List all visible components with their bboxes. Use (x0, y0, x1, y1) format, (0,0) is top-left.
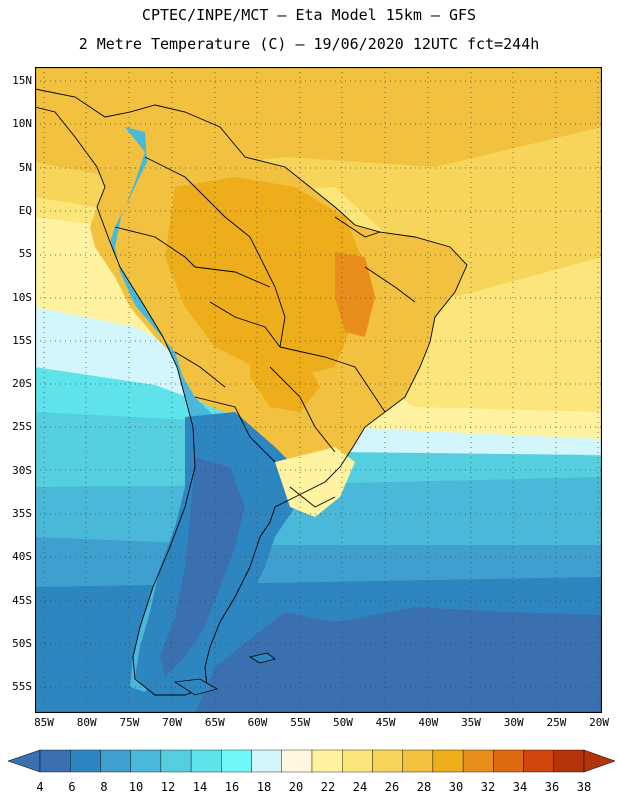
colorbar-swatch (100, 749, 131, 773)
tierra-del-fuego (173, 678, 219, 696)
lon-label: 80W (76, 716, 97, 729)
colorbar-label: 4 (36, 780, 44, 794)
lon-label: 20W (589, 716, 610, 729)
colorbar-swatch (432, 749, 464, 773)
colorbar-swatch (493, 749, 524, 773)
band-deep-south (35, 607, 602, 713)
colorbar-swatch (281, 749, 313, 773)
colorbar-label: 34 (512, 780, 528, 794)
colorbar-label: 6 (68, 780, 76, 794)
title-line-1: CPTEC/INPE/MCT – Eta Model 15km – GFS (141, 6, 477, 24)
colorbar-swatch (311, 749, 343, 773)
colorbar-low-arrow-icon (7, 749, 41, 773)
lon-label: 30W (503, 716, 524, 729)
lat-label: 40S (12, 550, 32, 564)
lon-label: 40W (418, 716, 439, 729)
colorbar-swatch (342, 749, 373, 773)
patagonia-cold-core (160, 457, 245, 677)
lon-label: 55W (290, 716, 311, 729)
colorbar-swatch (251, 749, 282, 773)
lat-label: EQ (18, 203, 32, 217)
lat-label: 35S (12, 507, 32, 520)
colorbar-swatch (221, 749, 252, 773)
lon-label: 85W (34, 716, 54, 729)
colorbar-swatch (130, 749, 162, 773)
colorbar-swatch (39, 749, 71, 773)
colorbar-swatch (160, 749, 192, 773)
colorbar-swatch (190, 749, 222, 773)
lon-label: 45W (375, 716, 396, 729)
colorbar-label: 10 (128, 780, 144, 794)
colorbar-label: 38 (576, 780, 592, 794)
lat-label: 45S (12, 593, 32, 607)
colorbar-label: 14 (192, 780, 208, 794)
colorbar-label: 18 (256, 780, 272, 794)
colorbar-label: 20 (288, 780, 304, 794)
colorbar-label: 30 (448, 780, 464, 794)
lat-label: 15N (12, 74, 32, 87)
colorbar (7, 749, 616, 773)
lon-label: 70W (162, 716, 183, 729)
colorbar-swatch (553, 749, 585, 773)
colorbar-label: 26 (384, 780, 400, 794)
lat-label: 20S (12, 377, 32, 391)
lat-label: 10S (12, 290, 32, 304)
colorbar-label: 24 (352, 780, 368, 794)
lon-label: 25W (546, 716, 567, 729)
lon-label: 65W (204, 716, 225, 729)
temperature-map (35, 67, 602, 713)
lat-label: 15S (12, 333, 32, 347)
falkland-islands (248, 652, 276, 664)
lat-label: 25S (12, 420, 32, 434)
lon-label: 60W (247, 716, 268, 729)
central-warm-zone (250, 342, 320, 412)
title-line-2: 2 Metre Temperature (C) – 19/06/2020 12U… (78, 35, 540, 53)
colorbar-label: 16 (224, 780, 240, 794)
lon-label: 50W (332, 716, 353, 729)
colorbar-label: 8 (100, 780, 108, 794)
lat-label: 10N (12, 117, 32, 131)
colorbar-label: 28 (416, 780, 432, 794)
colorbar-label: 22 (320, 780, 336, 794)
colorbar-high-arrow-icon (583, 749, 616, 773)
colorbar-label: 36 (544, 780, 560, 794)
colorbar-swatch (372, 749, 403, 773)
colorbar-swatch (523, 749, 554, 773)
colorbar-label: 12 (160, 780, 176, 794)
colorbar-swatch (402, 749, 434, 773)
map-frame (35, 67, 602, 713)
interior-hot-zone (335, 252, 375, 337)
colorbar-swatch (70, 749, 101, 773)
uruguay-cool-zone (275, 447, 355, 517)
lat-label: 30S (12, 463, 32, 477)
lat-label: 5S (18, 247, 32, 261)
lon-label: 75W (119, 716, 140, 729)
lon-label: 35W (461, 716, 481, 729)
lat-label: 55S (12, 680, 32, 694)
colorbar-label: 32 (480, 780, 496, 794)
lat-label: 50S (12, 636, 32, 650)
lat-label: 5N (18, 160, 32, 174)
colorbar-swatch (462, 749, 494, 773)
